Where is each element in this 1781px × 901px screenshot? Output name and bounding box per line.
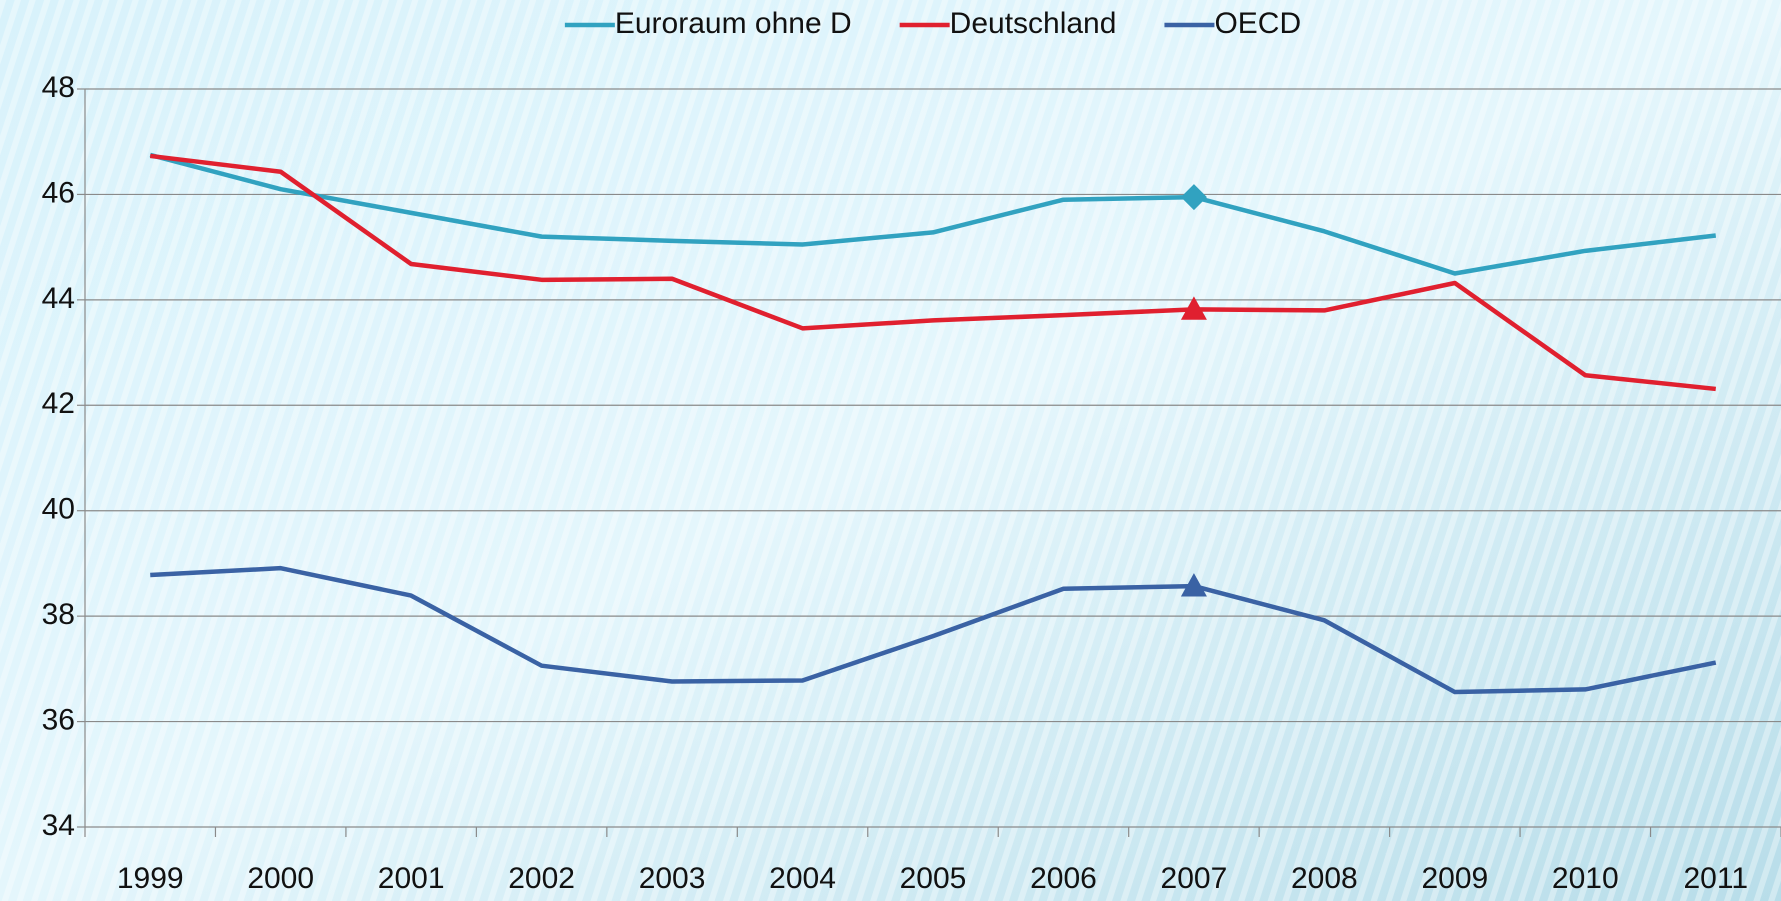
x-tick-label: 2000 xyxy=(247,862,314,895)
x-tick-label: 2011 xyxy=(1684,862,1749,895)
y-tick-label: 46 xyxy=(42,176,75,209)
x-tick-label: 2006 xyxy=(1030,862,1097,895)
x-tick-label: 2003 xyxy=(639,862,706,895)
highlight-marker xyxy=(1180,296,1207,320)
legend-label: Euroraum ohne D xyxy=(615,7,852,40)
x-tick-label: 2004 xyxy=(769,862,836,895)
y-tick-label: 34 xyxy=(42,809,75,842)
legend-label: Deutschland xyxy=(950,7,1117,40)
y-tick-label: 40 xyxy=(42,493,75,526)
x-tick-label: 2010 xyxy=(1552,862,1619,895)
y-tick-label: 36 xyxy=(42,703,75,736)
x-tick-label: 2008 xyxy=(1291,862,1358,895)
series-line xyxy=(150,565,1717,695)
x-tick-label: 2001 xyxy=(378,862,445,895)
y-tick-label: 38 xyxy=(42,598,75,631)
series-line xyxy=(149,153,1717,392)
legend-label: OECD xyxy=(1214,7,1301,40)
x-tick-label: 2005 xyxy=(900,862,967,895)
y-tick-label: 48 xyxy=(42,71,75,104)
y-tick-label: 44 xyxy=(42,282,75,315)
series-line xyxy=(149,152,1717,276)
x-tick-label: 1999 xyxy=(117,862,184,895)
highlight-marker xyxy=(1180,184,1207,211)
highlight-marker xyxy=(1180,573,1207,597)
y-tick-label: 42 xyxy=(42,387,75,420)
x-tick-label: 2009 xyxy=(1421,862,1488,895)
x-tick-label: 2007 xyxy=(1161,862,1228,895)
x-tick-label: 2002 xyxy=(508,862,575,895)
